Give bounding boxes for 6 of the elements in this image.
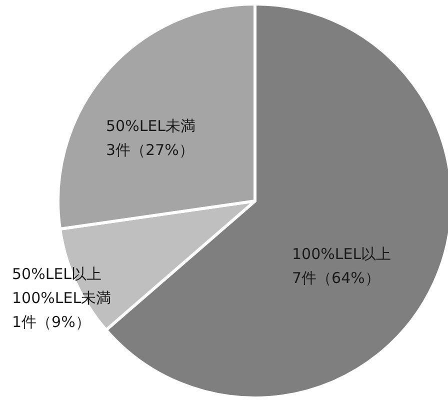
slice-label: 50%LEL以上100%LEL未満	[12, 264, 112, 309]
data-label: 7件（64%）	[292, 268, 381, 289]
slice-label: 100%LEL以上	[292, 244, 392, 265]
data-label: 1件（9%）	[12, 312, 92, 333]
slice-label: 50%LEL未満	[106, 116, 197, 137]
data-label: 3件（27%）	[106, 140, 195, 161]
